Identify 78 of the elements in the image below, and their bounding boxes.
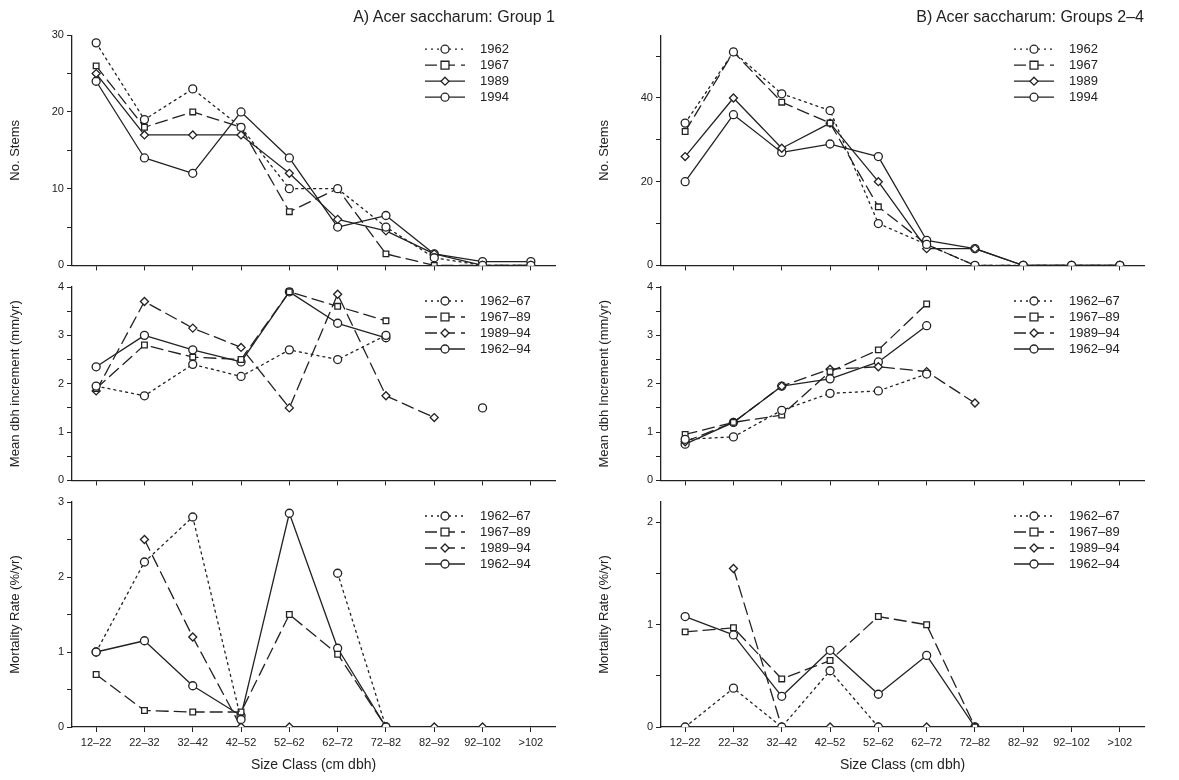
x-tick-label: 72–82 [959,735,991,748]
x-axis-title: Size Class (cm dbh) [250,756,377,773]
y-tick-label: 30 [51,28,64,41]
y-tick-label: 0 [57,473,64,486]
x-tick-label: 92–102 [464,735,501,748]
y-tick-label: 2 [646,376,653,389]
legend-label: 1962–94 [1069,555,1120,571]
legend-label: 1967–89 [480,308,531,324]
y-tick-label: 0 [57,720,64,733]
x-axis-title: Size Class (cm dbh) [839,756,966,773]
legend-label: 1989–94 [1069,324,1120,340]
y-tick-label: 3 [57,495,64,508]
legend-label: 1994 [1069,88,1098,104]
y-tick-label: 2 [57,376,64,389]
y-axis-title: Mortality Rate (%/yr) [596,555,612,674]
legend-label: 1967–89 [480,523,531,539]
legend-label: 1989–94 [1069,539,1120,555]
x-tick-label: 52–62 [274,735,305,748]
x-tick-label: >102 [1107,735,1133,748]
legend-label: 1962–94 [480,340,531,356]
y-tick-label: 1 [646,617,653,630]
chart-title: A) Acer saccharum: Group 1 [353,8,556,26]
y-axis-title: Mean dbh Increment (mm/yr) [596,299,612,468]
x-tick-label: 92–102 [1053,735,1090,748]
legend-label: 1962 [480,40,509,56]
legend-label: 1962–67 [1069,507,1120,523]
x-tick-label: 62–72 [322,735,353,748]
y-tick-label: 40 [640,91,653,104]
legend-label: 1967 [480,56,509,72]
legend-label: 1989 [1069,72,1098,88]
legend-label: 1989–94 [480,324,531,340]
y-axis-title: Mean dbh increment (mm/yr) [7,300,23,468]
y-tick-label: 20 [640,174,653,187]
x-tick-label: 62–72 [911,735,942,748]
y-tick-label: 4 [646,280,653,293]
y-tick-label: 3 [57,328,64,341]
y-tick-label: 3 [646,328,653,341]
y-axis-title: Mortality Rate (%/yr) [7,555,23,674]
legend-label: 1967–89 [1069,523,1120,539]
legend-label: 1967 [1069,56,1098,72]
y-tick-label: 0 [646,720,653,733]
x-tick-label: 82–92 [1007,735,1039,748]
y-tick-label: 1 [57,425,64,438]
x-tick-label: 12–22 [80,735,112,748]
x-tick-label: 12–22 [669,735,701,748]
y-axis-title: No. Stems [596,119,612,181]
y-tick-label: 0 [646,473,653,486]
legend-label: 1962 [1069,40,1098,56]
y-axis-title: No. Stems [7,119,23,181]
y-tick-label: 4 [57,280,64,293]
x-tick-label: 72–82 [370,735,402,748]
x-tick-label: 32–42 [177,735,209,748]
y-tick-label: 2 [57,570,64,583]
y-tick-label: 1 [646,425,653,438]
y-tick-label: 1 [57,645,64,658]
legend-label: 1989 [480,72,509,88]
y-tick-label: 10 [51,181,64,194]
legend-label: 1962–94 [480,555,531,571]
legend-label: 1962–67 [480,292,531,308]
y-tick-label: 0 [57,258,64,271]
x-tick-label: 52–62 [863,735,894,748]
legend-label: 1962–67 [1069,292,1120,308]
legend-label: 1962–94 [1069,340,1120,356]
x-tick-label: 82–92 [418,735,450,748]
chart-title: B) Acer saccharum: Groups 2–4 [916,8,1145,26]
legend-label: 1989–94 [480,539,531,555]
x-tick-label: 42–52 [814,735,846,748]
legend-label: 1962–67 [480,507,531,523]
y-tick-label: 20 [51,104,64,117]
legend-label: 1994 [480,88,509,104]
x-tick-label: >102 [518,735,544,748]
y-tick-label: 2 [646,515,653,528]
y-tick-label: 0 [646,258,653,271]
x-tick-label: 32–42 [766,735,798,748]
legend-label: 1967–89 [1069,308,1120,324]
x-tick-label: 42–52 [225,735,257,748]
x-tick-label: 22–32 [129,735,160,748]
x-tick-label: 22–32 [718,735,749,748]
